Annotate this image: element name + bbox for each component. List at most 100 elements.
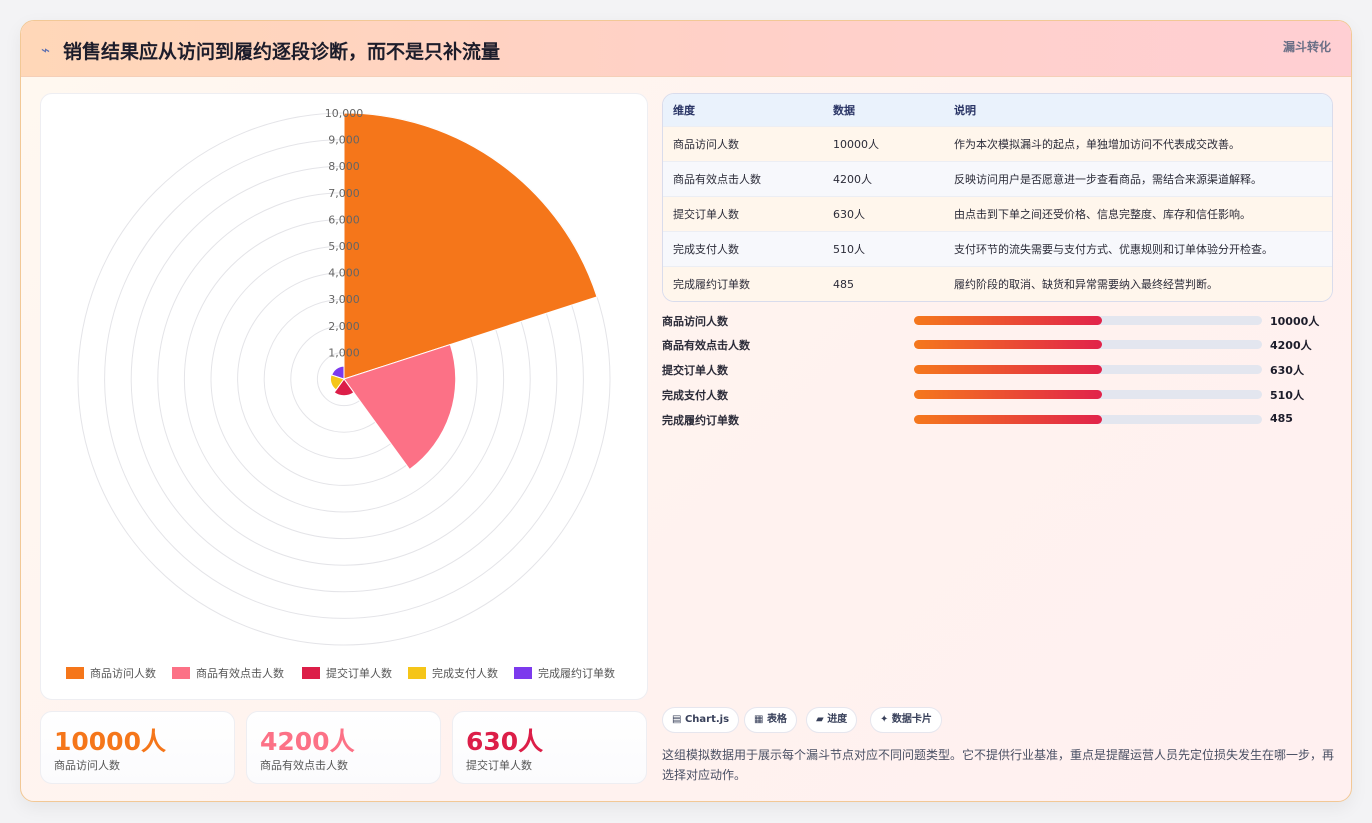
- table-cell: 10000人: [833, 138, 879, 151]
- polar-slice[interactable]: [331, 365, 345, 380]
- progress-fill: [914, 390, 1102, 399]
- progress-value: 10000人: [1270, 315, 1320, 328]
- table-cell: 630人: [833, 208, 865, 221]
- stat-card-visits: 10000人 商品访问人数: [40, 711, 235, 784]
- legend-item[interactable]: 商品访问人数: [66, 664, 156, 682]
- progress-label: 完成支付人数: [662, 389, 728, 402]
- table-cell: 完成履约订单数: [673, 278, 750, 291]
- table-header-cell: 数据: [833, 104, 855, 117]
- chip-data-cards[interactable]: ✦ 数据卡片: [870, 707, 942, 733]
- legend-swatch: [302, 667, 320, 679]
- radial-tick-label: 9,000: [328, 134, 360, 147]
- chart-icon: ▤: [672, 714, 682, 725]
- legend-label: 商品访问人数: [90, 667, 156, 680]
- radial-tick-label: 2,000: [328, 320, 360, 333]
- progress-value: 630人: [1270, 364, 1304, 377]
- progress-row: 完成履约订单数 485: [662, 410, 1333, 430]
- table-cell: 510人: [833, 243, 865, 256]
- progress-row: 商品访问人数 10000人: [662, 311, 1333, 331]
- table-cell: 商品有效点击人数: [673, 173, 761, 186]
- stat-label: 提交订单人数: [466, 759, 532, 772]
- table-row: 完成支付人数 510人 支付环节的流失需要与支付方式、优惠规则和订单体验分开检查…: [663, 232, 1332, 267]
- progress-row: 提交订单人数 630人: [662, 360, 1333, 380]
- polar-slice[interactable]: [343, 112, 598, 380]
- progress-track: [914, 415, 1262, 424]
- polar-chart-panel: 1,000 2,000 3,000 4,000 5,000 6,000 7,000 8,000…: [40, 93, 648, 700]
- legend-label: 完成支付人数: [432, 667, 498, 680]
- table-row: 商品有效点击人数 4200人 反映访问用户是否愿意进一步查看商品，需结合来源渠道…: [663, 162, 1332, 197]
- radial-tick-label: 8,000: [328, 160, 360, 173]
- progress-fill: [914, 316, 1102, 325]
- chart-legend: 商品访问人数 商品有效点击人数 提交订单人数 完成支付人数 完成履约订单数: [41, 664, 647, 682]
- progress-value: 4200人: [1270, 339, 1312, 352]
- progress-label: 完成履约订单数: [662, 414, 739, 427]
- chip-progress[interactable]: ▰ 进度: [806, 707, 858, 733]
- polar-slice[interactable]: [333, 378, 355, 397]
- table-icon: ▦: [754, 714, 764, 725]
- stat-value: 4200人: [260, 727, 355, 756]
- progress-row: 完成支付人数 510人: [662, 385, 1333, 405]
- chip-label: 数据卡片: [891, 714, 932, 725]
- table-cell: 完成支付人数: [673, 243, 739, 256]
- table-cell: 485: [833, 278, 854, 291]
- table-cell: 反映访问用户是否愿意进一步查看商品，需结合来源渠道解释。: [954, 173, 1262, 186]
- legend-swatch: [514, 667, 532, 679]
- polar-slice[interactable]: [330, 374, 345, 391]
- radial-tick-label: 3,000: [328, 293, 360, 306]
- polar-area-chart: 1,000 2,000 3,000 4,000 5,000 6,000 7,000 8,000…: [77, 107, 611, 646]
- stat-label: 商品有效点击人数: [260, 759, 348, 772]
- trend-icon: ⌁: [41, 41, 51, 59]
- legend-item[interactable]: 完成支付人数: [408, 664, 498, 682]
- progress-fill: [914, 415, 1102, 424]
- progress-value: 510人: [1270, 389, 1304, 402]
- legend-item[interactable]: 商品有效点击人数: [172, 664, 284, 682]
- progress-fill: [914, 365, 1102, 374]
- legend-label: 提交订单人数: [326, 667, 392, 680]
- radial-tick-label: 5,000: [328, 240, 360, 253]
- table-row: 提交订单人数 630人 由点击到下单之间还受价格、信息完整度、库存和信任影响。: [663, 197, 1332, 232]
- chip-label: Chart.js: [684, 714, 730, 725]
- chip-table[interactable]: ▦ 表格: [744, 707, 797, 733]
- radial-tick-label: 6,000: [328, 213, 360, 226]
- progress-label: 商品有效点击人数: [662, 339, 750, 352]
- progress-track: [914, 365, 1262, 374]
- table-cell: 支付环节的流失需要与支付方式、优惠规则和订单体验分开检查。: [954, 243, 1273, 256]
- table-row: 商品访问人数 10000人 作为本次模拟漏斗的起点，单独增加访问不代表成交改善。: [663, 127, 1332, 162]
- progress-label: 提交订单人数: [662, 364, 728, 377]
- stat-card-orders: 630人 提交订单人数: [452, 711, 647, 784]
- legend-label: 商品有效点击人数: [196, 667, 284, 680]
- chip-chartjs[interactable]: ▤ Chart.js: [662, 707, 740, 733]
- legend-swatch: [408, 667, 426, 679]
- polar-slice[interactable]: [343, 343, 457, 471]
- legend-item[interactable]: 提交订单人数: [302, 664, 392, 682]
- stat-value: 630人: [466, 727, 544, 756]
- table-cell: 商品访问人数: [673, 138, 739, 151]
- table-cell: 提交订单人数: [673, 208, 739, 221]
- progress-label: 商品访问人数: [662, 315, 728, 328]
- funnel-table: 维度 数据 说明 商品访问人数 10000人 作为本次模拟漏斗的起点，单独增加访…: [662, 93, 1333, 302]
- chip-label: 表格: [766, 714, 787, 725]
- radial-tick-label: 4,000: [328, 267, 360, 280]
- progress-fill: [914, 340, 1102, 349]
- table-header-cell: 说明: [954, 104, 976, 117]
- radial-tick-label: 1,000: [328, 346, 360, 359]
- progress-track: [914, 390, 1262, 399]
- table-header-row: 维度 数据 说明: [663, 94, 1332, 127]
- radial-tick-label: 10,000: [325, 107, 364, 120]
- table-cell: 履约阶段的取消、缺货和异常需要纳入最终经营判断。: [954, 278, 1218, 291]
- table-row: 完成履约订单数 485 履约阶段的取消、缺货和异常需要纳入最终经营判断。: [663, 267, 1332, 301]
- stat-value: 10000人: [54, 727, 166, 756]
- legend-label: 完成履约订单数: [538, 667, 615, 680]
- summary-note: 这组模拟数据用于展示每个漏斗节点对应不同问题类型。它不提供行业基准，重点是提醒运…: [662, 748, 1335, 782]
- progress-icon: ▰: [816, 714, 824, 725]
- progress-track: [914, 316, 1262, 325]
- legend-swatch: [172, 667, 190, 679]
- stat-card-clicks: 4200人 商品有效点击人数: [246, 711, 441, 784]
- card-header: ⌁ 销售结果应从访问到履约逐段诊断，而不是只补流量 漏斗转化: [21, 21, 1351, 77]
- progress-value: 485: [1270, 412, 1293, 425]
- progress-track: [914, 340, 1262, 349]
- legend-item[interactable]: 完成履约订单数: [514, 664, 615, 682]
- table-cell: 由点击到下单之间还受价格、信息完整度、库存和信任影响。: [954, 208, 1251, 221]
- sparkle-icon: ✦: [880, 714, 889, 725]
- chip-label: 进度: [827, 714, 848, 725]
